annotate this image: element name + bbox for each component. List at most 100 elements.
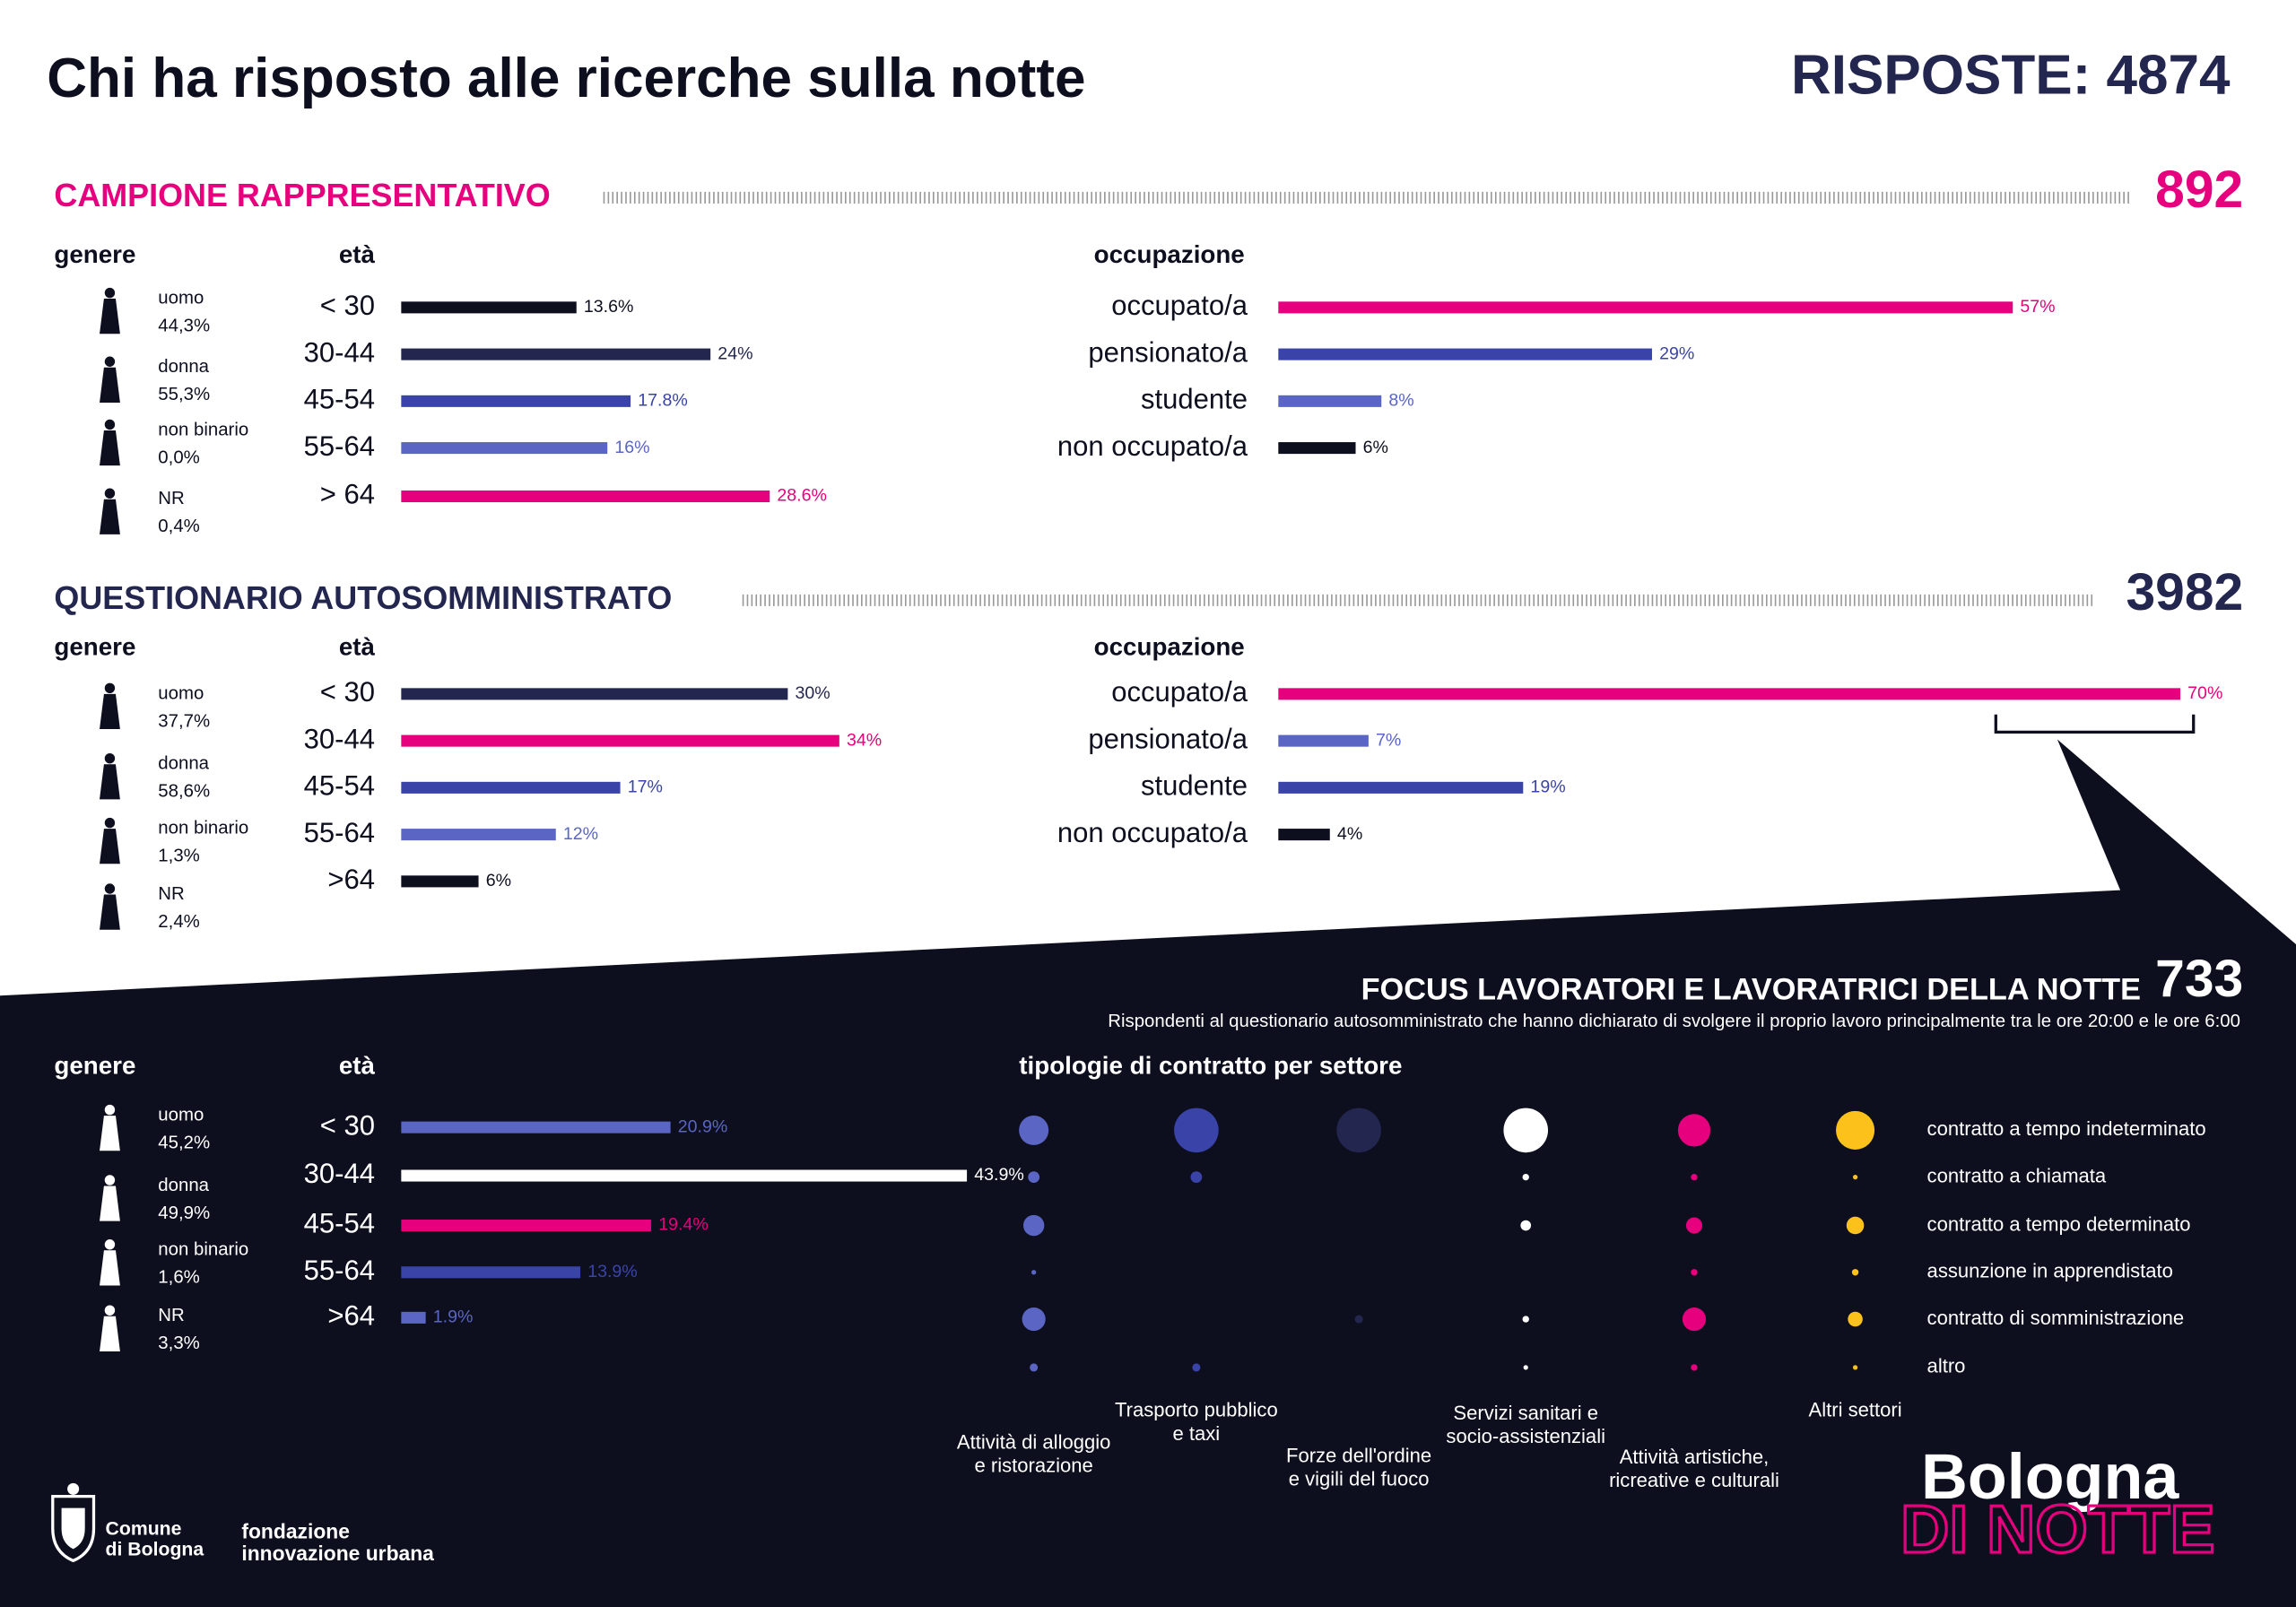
section-count: 892 — [2155, 161, 2243, 219]
bar — [401, 301, 577, 314]
bar — [401, 1121, 671, 1134]
person-icon — [104, 488, 116, 499]
value-label: 17% — [628, 777, 663, 797]
value-label: 28.6% — [777, 486, 827, 506]
dot — [1836, 1110, 1875, 1150]
dot — [1852, 1365, 1858, 1370]
gender-label: uomo — [158, 288, 204, 308]
sector-label: e vigili del fuoco — [1289, 1467, 1430, 1490]
gender-label: uomo — [158, 683, 204, 703]
category-label: 45-54 — [304, 1208, 375, 1239]
bar — [401, 688, 788, 700]
heading: età — [339, 1052, 376, 1080]
person-icon — [100, 430, 120, 466]
person-icon — [100, 1186, 120, 1221]
dot — [1852, 1175, 1858, 1180]
category-label: non occupato/a — [1057, 430, 1248, 462]
person-icon — [104, 287, 116, 299]
value-label: 16% — [614, 438, 649, 457]
bar — [401, 490, 770, 502]
person-icon — [100, 499, 120, 534]
dot — [1030, 1363, 1039, 1372]
person-icon — [104, 883, 116, 894]
brand: Bologna — [1921, 1441, 2179, 1513]
person-icon — [100, 894, 120, 930]
gender-share: 3,3% — [158, 1333, 199, 1353]
value-label: 6% — [486, 871, 511, 890]
value-label: 20.9% — [678, 1116, 728, 1136]
gender-share: 2,4% — [158, 912, 199, 932]
gender-label: donna — [158, 1176, 209, 1195]
dot — [1031, 1270, 1037, 1275]
section-title: QUESTIONARIO AUTOSOMMINISTRATO — [54, 579, 672, 616]
category-label: 55-64 — [304, 1255, 375, 1286]
category-label: pensionato/a — [1088, 723, 1248, 754]
dot — [1691, 1269, 1698, 1276]
person-icon — [104, 1175, 116, 1186]
person-icon — [104, 419, 116, 430]
category-label: >64 — [327, 1300, 375, 1332]
category-label: non occupato/a — [1057, 817, 1248, 848]
category-label: > 64 — [320, 479, 375, 510]
bar — [1278, 348, 1652, 360]
category-label: pensionato/a — [1088, 336, 1248, 368]
value-label: 17.8% — [638, 391, 688, 411]
category-label: < 30 — [320, 290, 375, 321]
category-label: 45-54 — [304, 770, 375, 802]
value-label: 43.9% — [974, 1165, 1024, 1185]
dot — [1848, 1311, 1863, 1327]
sector-label: ricreative e culturali — [1609, 1469, 1779, 1491]
person-icon — [104, 682, 116, 694]
dot — [1677, 1114, 1711, 1147]
value-label: 6% — [1363, 438, 1388, 457]
value-label: 57% — [2020, 297, 2055, 317]
person-icon — [100, 299, 120, 334]
person-icon — [104, 817, 116, 829]
dot — [1190, 1171, 1203, 1184]
dot — [1523, 1365, 1528, 1370]
value-label: 19% — [1530, 777, 1565, 797]
person-icon — [100, 829, 120, 864]
dot — [1028, 1171, 1040, 1184]
section-count: 3982 — [2126, 563, 2243, 621]
sector-label: Forze dell'ordine — [1286, 1444, 1431, 1466]
bar — [401, 1266, 581, 1279]
value-label: 13.6% — [584, 297, 634, 317]
gender-label: NR — [158, 1306, 184, 1325]
dot — [1022, 1214, 1045, 1237]
gender-share: 0,4% — [158, 517, 199, 536]
sector-label: Trasporto pubblico — [1115, 1399, 1278, 1421]
person-icon — [100, 1316, 120, 1351]
value-label: 12% — [563, 824, 598, 844]
total-responses: RISPOSTE: 4874 — [1791, 45, 2231, 107]
focus-subtitle: Rispondenti al questionario autosomminis… — [1108, 1012, 2240, 1031]
sector-label: e ristorazione — [975, 1455, 1093, 1477]
person-icon — [104, 1305, 116, 1316]
gender-label: NR — [158, 489, 184, 508]
category-label: >64 — [327, 864, 375, 895]
gender-share: 37,7% — [158, 711, 210, 731]
heading: età — [339, 633, 376, 661]
gender-share: 1,3% — [158, 846, 199, 865]
contract-label: altro — [1927, 1355, 1966, 1377]
dot — [1022, 1307, 1046, 1332]
gender-label: non binario — [158, 818, 248, 838]
sector-label: Attività di alloggio — [957, 1431, 1110, 1454]
bar — [1278, 301, 2013, 314]
bar — [1278, 688, 2181, 700]
dot — [1520, 1220, 1532, 1231]
comune-label: di Bologna — [106, 1540, 204, 1560]
value-label: 70% — [2187, 683, 2222, 703]
sector-label: Altri settori — [1809, 1399, 1902, 1421]
bar — [401, 1220, 652, 1232]
value-label: 30% — [796, 683, 831, 703]
gender-label: uomo — [158, 1105, 204, 1125]
sector-label: e taxi — [1173, 1422, 1221, 1445]
person-icon — [100, 764, 120, 800]
focus-title: FOCUS LAVORATORI E LAVORATRICI DELLA NOT… — [1361, 972, 2141, 1006]
gender-label: donna — [158, 754, 209, 774]
dot — [1019, 1115, 1049, 1145]
value-label: 34% — [847, 730, 882, 750]
heading: genere — [54, 633, 135, 661]
